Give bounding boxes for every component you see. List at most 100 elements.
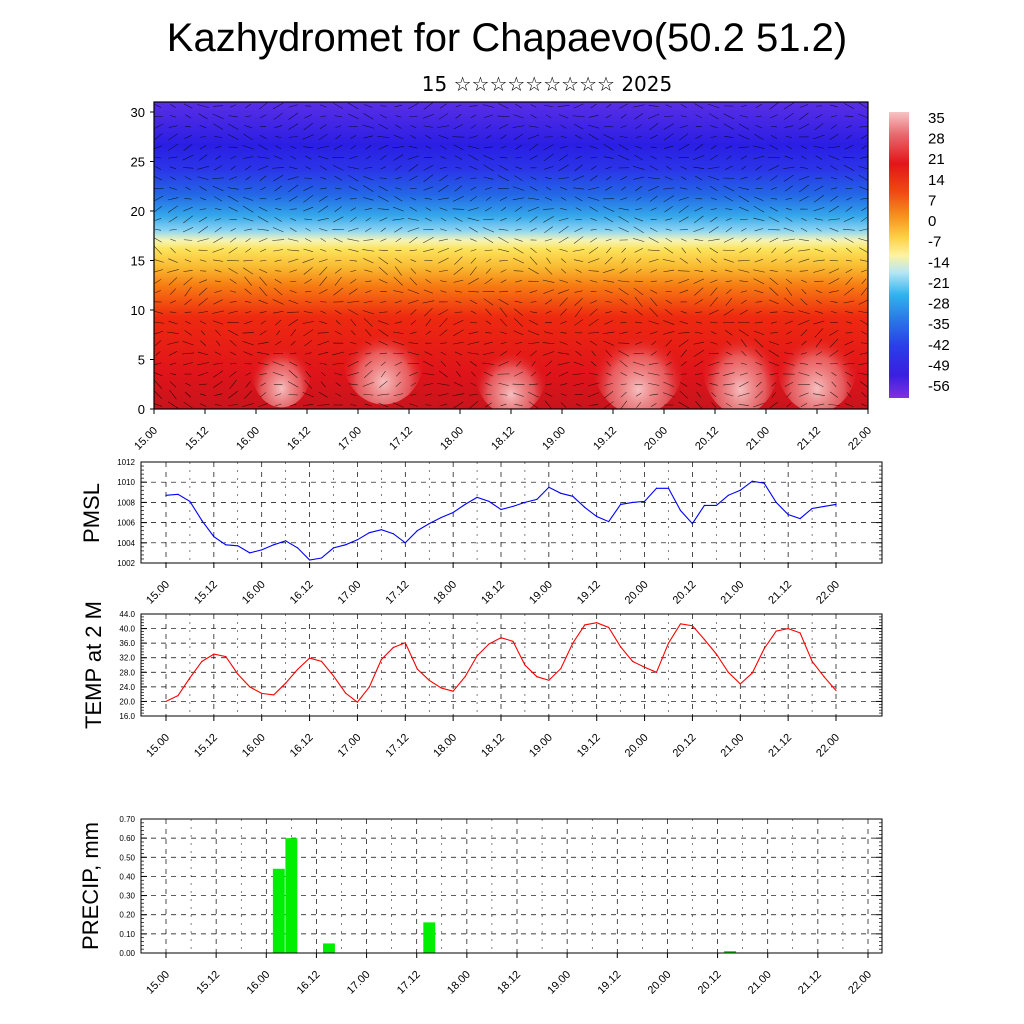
wind-vector — [470, 177, 477, 179]
wind-vector — [663, 320, 675, 325]
wind-vector — [199, 124, 207, 129]
wind-vector — [709, 321, 718, 324]
wind-vector — [482, 104, 495, 108]
wind-vector — [500, 279, 507, 284]
wind-vector — [752, 145, 765, 149]
wind-vector — [724, 136, 734, 138]
wind-vector — [154, 279, 162, 284]
wind-vector — [860, 217, 868, 222]
wind-vector — [154, 176, 163, 181]
wind-vector — [485, 258, 492, 263]
wind-vector — [859, 352, 868, 355]
wind-vector — [859, 125, 868, 128]
pmsl-point — [751, 480, 753, 482]
wind-vector — [544, 196, 553, 201]
wind-vector — [214, 227, 222, 233]
wind-vector — [756, 247, 762, 253]
wind-vector — [319, 266, 328, 276]
wind-vector — [737, 392, 750, 397]
wind-vector — [561, 258, 567, 263]
wind-vector — [680, 104, 687, 108]
wind-vector — [725, 218, 732, 221]
wind-vector — [167, 269, 179, 273]
wind-vector — [861, 207, 867, 211]
wind-vector — [212, 185, 224, 192]
wind-vector — [438, 134, 449, 139]
wind-vector — [183, 143, 193, 151]
wind-vector — [771, 382, 777, 387]
wind-vector — [439, 103, 447, 109]
wind-vector — [603, 401, 614, 409]
wind-vector — [438, 370, 448, 378]
wind-vector — [302, 321, 314, 324]
wind-vector — [783, 311, 795, 314]
wind-vector — [274, 185, 282, 192]
wind-vector — [753, 217, 765, 222]
wind-vector — [663, 331, 675, 335]
wind-vector — [621, 247, 626, 253]
wind-vector — [484, 146, 493, 148]
wind-vector — [665, 104, 672, 108]
temp-point — [297, 668, 299, 670]
wind-vector — [438, 393, 449, 397]
wind-vector — [409, 277, 418, 286]
wind-vector — [498, 228, 509, 231]
temp-point — [727, 671, 729, 673]
precip-y-axis: 0.000.100.200.300.400.500.600.70 — [119, 815, 882, 958]
wind-vector — [738, 146, 749, 148]
wind-vector — [860, 287, 868, 296]
wind-vector — [648, 237, 659, 243]
wind-vector — [619, 103, 628, 109]
wind-vector — [693, 227, 705, 233]
temp-point — [320, 660, 323, 662]
wind-vector — [786, 392, 792, 398]
wind-vector — [213, 237, 224, 244]
wind-vector — [484, 371, 493, 377]
wind-vector — [846, 392, 852, 398]
wind-vector — [828, 268, 840, 274]
wind-vector — [215, 340, 221, 346]
wind-vector — [304, 340, 313, 347]
wind-vector — [440, 360, 447, 367]
wind-vector — [784, 155, 794, 160]
wind-vector — [557, 105, 570, 107]
wind-vector — [587, 382, 600, 387]
wind-vector — [409, 175, 418, 181]
wind-vector — [858, 102, 868, 109]
wind-vector — [484, 249, 493, 251]
wind-vector — [185, 186, 191, 191]
wind-vector — [439, 329, 448, 337]
wind-vector — [365, 145, 372, 150]
wind-vector — [258, 144, 268, 151]
wind-vector — [680, 361, 687, 367]
wind-vector — [184, 176, 192, 181]
pmsl-point — [189, 500, 191, 502]
wind-vector — [348, 174, 359, 182]
wind-vector — [425, 318, 432, 327]
wind-vector — [469, 105, 478, 107]
wind-vector — [470, 114, 477, 119]
wind-vector — [259, 276, 268, 286]
wind-vector — [500, 145, 507, 149]
wind-vector — [618, 154, 630, 161]
wind-vector — [604, 228, 613, 231]
y-tick-label: 5 — [138, 353, 145, 368]
wind-vector — [514, 318, 523, 327]
wind-vector — [814, 123, 824, 131]
wind-vector — [784, 125, 794, 128]
wind-vector — [273, 249, 284, 252]
wind-vector — [665, 218, 673, 221]
wind-vector — [244, 301, 252, 303]
wind-vector — [738, 404, 749, 406]
wind-vector — [843, 300, 855, 304]
wind-vector — [154, 145, 163, 149]
precip-panel: 0.000.100.200.300.400.500.600.70 15.00 15… — [78, 815, 883, 997]
wind-vector — [513, 133, 524, 141]
colorbar-label: -7 — [928, 234, 941, 251]
x-tick-label: 16.12 — [285, 425, 313, 453]
wind-vector — [664, 115, 674, 118]
wind-vector — [499, 156, 508, 159]
wind-vector — [455, 300, 462, 303]
y-tick-label: 20.0 — [119, 697, 135, 706]
wind-vector — [407, 155, 419, 160]
